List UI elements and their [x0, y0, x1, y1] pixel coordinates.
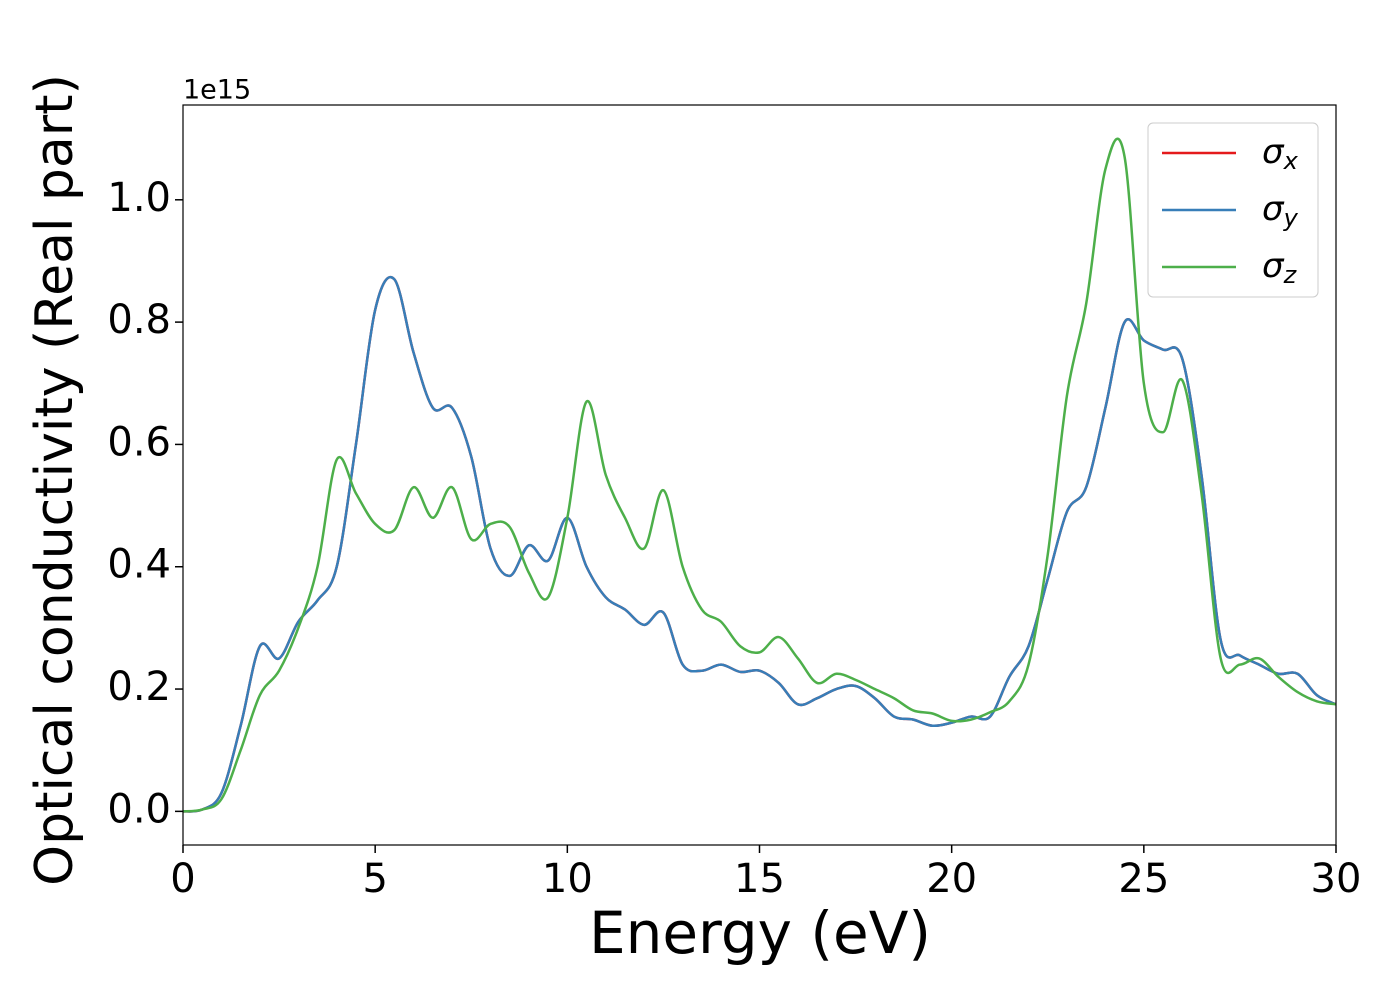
- x-tick-label: 30: [1311, 856, 1362, 902]
- series-line: [183, 275, 1336, 813]
- x-axis-label: Energy (eV): [589, 899, 931, 967]
- y-tick-label: 0.6: [107, 419, 171, 465]
- x-tick-label: 5: [362, 856, 387, 902]
- y-offset-label: 1e15: [183, 75, 251, 106]
- plot-frame: [182, 104, 1337, 846]
- legend-label: σy: [1262, 189, 1299, 233]
- x-tick-label: 0: [170, 856, 195, 902]
- y-tick-label: 0.2: [107, 664, 171, 710]
- x-tick-label: 15: [734, 856, 785, 902]
- y-tick-label: 1.0: [107, 175, 171, 221]
- y-tick-label: 0.4: [107, 542, 171, 588]
- y-tick-label: 0.8: [107, 297, 171, 343]
- legend-label: σz: [1262, 246, 1298, 290]
- x-tick-label: 25: [1118, 856, 1169, 902]
- y-axis-label: Optical conductivity (Real part): [25, 74, 85, 886]
- y-tick-label: 0.0: [107, 786, 171, 832]
- legend-label: σx: [1262, 132, 1299, 176]
- x-tick-label: 20: [926, 856, 977, 902]
- series-line: [183, 137, 1336, 813]
- series-line: [183, 275, 1336, 813]
- x-tick-label: 10: [542, 856, 593, 902]
